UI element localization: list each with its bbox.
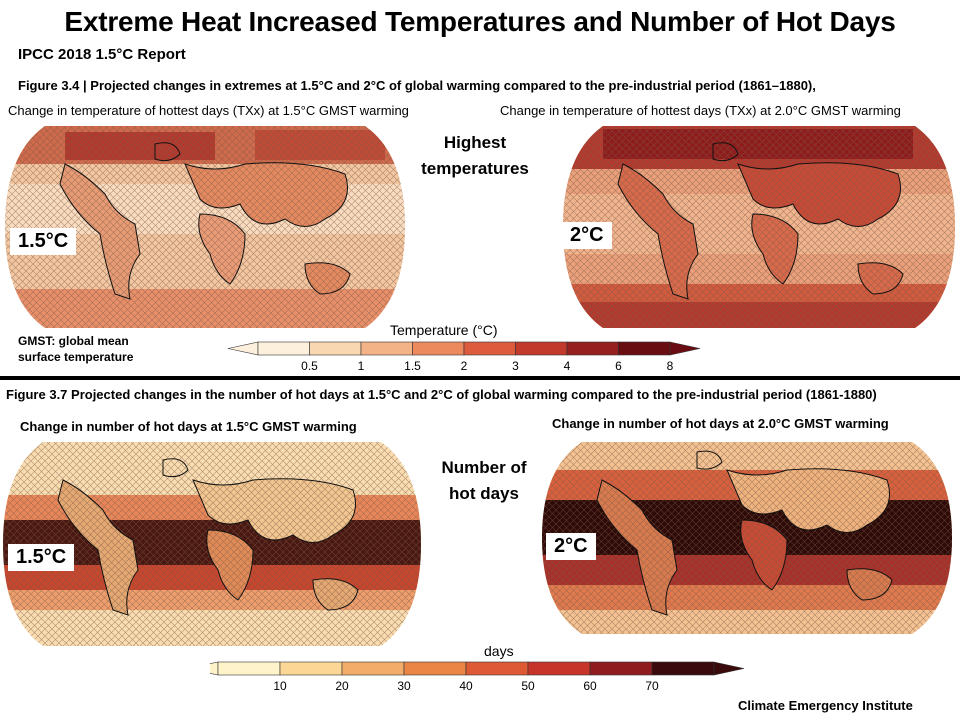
temperature-legend-swatch — [360, 341, 413, 356]
days-legend-tick-label: 20 — [335, 679, 349, 693]
top-center-label: Highest temperatures — [402, 130, 548, 182]
bottom-left-map-label: Change in number of hot days at 1.5°C GM… — [20, 419, 357, 434]
report-subtitle: IPCC 2018 1.5°C Report — [18, 46, 186, 63]
bottom-center-label: Number of hot days — [414, 455, 554, 507]
gmst-note: GMST: global mean surface temperature — [18, 333, 133, 365]
days-legend-tick-label: 10 — [273, 679, 287, 693]
top-right-map-label: Change in temperature of hottest days (T… — [500, 103, 901, 118]
footer-credit: Climate Emergency Institute — [738, 698, 913, 713]
temperature-legend-swatch — [618, 341, 671, 356]
map-hot-days-2c — [542, 442, 952, 634]
days-legend-bar: 10 20 30 40 50 60 70 — [210, 661, 745, 693]
figure-3-7-caption: Figure 3.7 Projected changes in the numb… — [6, 387, 877, 402]
temperature-legend-tick-label: 1 — [358, 359, 365, 373]
temperature-legend-swatch — [463, 341, 516, 356]
days-legend-swatch — [403, 661, 467, 676]
gmst-note-line1: GMST: global mean — [18, 334, 129, 348]
figure-3-4-caption: Figure 3.4 | Projected changes in extrem… — [18, 78, 816, 93]
temperature-legend-swatch — [566, 341, 619, 356]
temperature-legend-tick-label: 8 — [667, 359, 674, 373]
days-legend-arrow-low — [210, 661, 219, 676]
bottom-center-label-line2: hot days — [449, 484, 519, 503]
days-legend-swatch — [589, 661, 653, 676]
top-left-badge: 1.5°C — [10, 228, 77, 255]
bottom-right-badge: 2°C — [546, 533, 596, 560]
top-right-badge: 2°C — [562, 222, 612, 249]
top-left-map-label: Change in temperature of hottest days (T… — [8, 103, 409, 118]
temperature-legend-tick-label: 0.5 — [301, 359, 318, 373]
bottom-left-badge: 1.5°C — [8, 544, 75, 571]
bottom-center-label-line1: Number of — [441, 458, 527, 477]
temperature-legend-arrow-high — [669, 341, 701, 356]
temperature-legend-swatch — [309, 341, 362, 356]
section-divider — [0, 376, 960, 380]
temperature-legend-bar: 0.5 1 1.5 2 3 4 6 8 — [227, 341, 701, 373]
days-legend-swatch — [651, 661, 715, 676]
temperature-legend-arrow-low — [227, 341, 259, 356]
days-legend-swatch — [341, 661, 405, 676]
temperature-legend-tick-label: 1.5 — [404, 359, 421, 373]
top-center-label-line1: Highest — [443, 133, 507, 152]
temperature-legend-tick-label: 6 — [615, 359, 622, 373]
map-txx-1-5c — [5, 126, 405, 328]
days-legend-title: days — [484, 643, 514, 659]
days-legend-arrow-high — [713, 661, 745, 676]
top-center-label-line2: temperatures — [421, 159, 529, 178]
bottom-right-map-label: Change in number of hot days at 2.0°C GM… — [552, 416, 889, 431]
page-title: Extreme Heat Increased Temperatures and … — [64, 6, 896, 37]
days-legend-swatch — [217, 661, 281, 676]
days-legend-swatch — [465, 661, 529, 676]
map-txx-2c — [563, 126, 955, 328]
days-legend-tick-label: 60 — [583, 679, 597, 693]
days-legend-tick-label: 50 — [521, 679, 535, 693]
temperature-legend-swatch — [515, 341, 568, 356]
days-legend-swatch — [279, 661, 343, 676]
temperature-legend-swatch — [412, 341, 465, 356]
temperature-legend-tick-label: 2 — [461, 359, 468, 373]
temperature-legend-swatch — [257, 341, 310, 356]
temperature-legend-tick-label: 3 — [512, 359, 519, 373]
days-legend-tick-label: 40 — [459, 679, 473, 693]
days-legend-tick-label: 70 — [645, 679, 659, 693]
gmst-note-line2: surface temperature — [18, 350, 134, 364]
temperature-legend-tick-label: 4 — [564, 359, 571, 373]
days-legend-swatch — [527, 661, 591, 676]
days-legend-tick-label: 30 — [397, 679, 411, 693]
temperature-legend-title: Temperature (°C) — [390, 322, 498, 338]
